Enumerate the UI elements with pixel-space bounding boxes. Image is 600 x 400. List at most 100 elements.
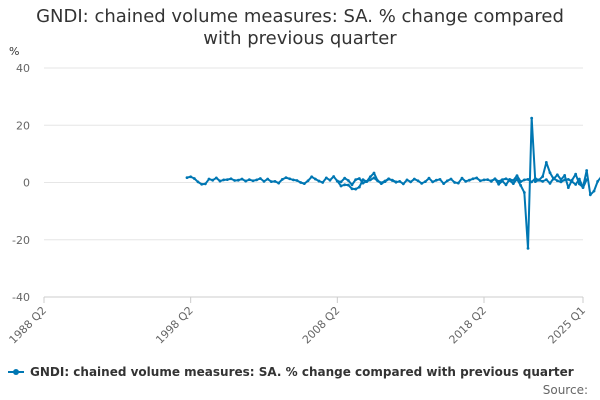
x-tick-label: 2008 Q2 bbox=[300, 304, 343, 347]
data-point bbox=[258, 177, 262, 180]
data-point bbox=[236, 178, 240, 182]
x-tick-label: 1998 Q2 bbox=[153, 304, 196, 347]
data-point bbox=[214, 176, 218, 180]
data-point bbox=[537, 178, 541, 182]
data-point bbox=[409, 180, 413, 184]
y-tick-label: 40 bbox=[16, 62, 30, 75]
data-point bbox=[515, 177, 519, 181]
data-point bbox=[262, 179, 266, 183]
data-point bbox=[497, 182, 501, 186]
data-point bbox=[240, 177, 244, 181]
data-point bbox=[306, 179, 310, 183]
y-axis-unit-label: % bbox=[9, 45, 20, 58]
data-point bbox=[299, 181, 303, 184]
data-point bbox=[574, 172, 578, 176]
data-point bbox=[596, 179, 600, 183]
data-point bbox=[321, 181, 325, 184]
data-point bbox=[493, 177, 497, 181]
data-point bbox=[460, 176, 464, 180]
data-point bbox=[372, 176, 376, 180]
data-point bbox=[376, 179, 380, 183]
x-tick-label: 2018 Q2 bbox=[447, 304, 490, 347]
data-point bbox=[526, 177, 530, 181]
data-point bbox=[269, 180, 273, 184]
data-point bbox=[504, 183, 508, 187]
data-point bbox=[310, 175, 314, 179]
data-point bbox=[548, 181, 552, 185]
data-point bbox=[486, 178, 490, 182]
data-point bbox=[266, 177, 270, 181]
data-point bbox=[526, 246, 530, 250]
data-point bbox=[456, 181, 460, 185]
data-point bbox=[412, 177, 416, 181]
data-point bbox=[504, 177, 508, 181]
data-point bbox=[251, 179, 255, 183]
legend[interactable]: GNDI: chained volume measures: SA. % cha… bbox=[8, 365, 574, 379]
data-point bbox=[423, 180, 427, 184]
data-point bbox=[379, 181, 383, 185]
series-line bbox=[336, 172, 588, 191]
source-label: Source: bbox=[542, 383, 588, 397]
data-point bbox=[244, 179, 248, 183]
data-point bbox=[192, 177, 196, 180]
data-point bbox=[350, 187, 354, 191]
data-point bbox=[581, 185, 585, 189]
data-point bbox=[280, 177, 284, 181]
data-point bbox=[313, 177, 317, 181]
data-point bbox=[222, 178, 226, 182]
chart-title-line-1: GNDI: chained volume measures: SA. % cha… bbox=[36, 6, 564, 27]
data-point bbox=[218, 179, 222, 183]
chart-title-line-2: with previous quarter bbox=[203, 28, 397, 49]
data-point bbox=[541, 179, 545, 183]
data-point bbox=[519, 183, 523, 187]
data-point bbox=[559, 180, 563, 184]
data-point bbox=[508, 179, 512, 182]
data-point bbox=[398, 179, 402, 183]
data-point bbox=[570, 178, 574, 182]
data-point bbox=[291, 178, 295, 182]
data-point bbox=[552, 177, 556, 181]
data-point bbox=[522, 191, 526, 194]
data-point bbox=[482, 178, 486, 182]
data-point bbox=[284, 176, 288, 180]
data-point bbox=[225, 178, 229, 182]
data-point bbox=[544, 178, 548, 182]
data-point bbox=[544, 161, 548, 164]
data-point bbox=[339, 184, 343, 188]
data-point bbox=[324, 176, 328, 180]
data-point bbox=[332, 175, 336, 178]
data-point bbox=[185, 176, 189, 180]
y-tick-label: 0 bbox=[23, 177, 30, 190]
data-point bbox=[427, 176, 431, 180]
data-point bbox=[295, 179, 299, 182]
data-point bbox=[390, 179, 394, 182]
data-point bbox=[357, 185, 361, 189]
data-point bbox=[350, 183, 354, 187]
data-point bbox=[288, 177, 292, 181]
data-point bbox=[592, 189, 596, 193]
data-point bbox=[401, 182, 405, 186]
data-point bbox=[522, 178, 526, 182]
data-point bbox=[387, 177, 391, 181]
legend-dot-swatch bbox=[13, 369, 19, 375]
data-point bbox=[328, 178, 332, 182]
data-point bbox=[588, 193, 592, 197]
data-point bbox=[548, 171, 552, 175]
data-point bbox=[563, 173, 567, 177]
data-point bbox=[368, 175, 372, 179]
data-point bbox=[346, 183, 350, 187]
legend-series-label: GNDI: chained volume measures: SA. % cha… bbox=[30, 365, 574, 379]
data-point bbox=[361, 178, 365, 182]
data-point bbox=[229, 177, 233, 181]
data-point bbox=[464, 179, 468, 183]
data-point bbox=[317, 179, 321, 183]
data-point bbox=[420, 181, 424, 185]
data-point bbox=[405, 178, 409, 182]
data-point bbox=[354, 187, 358, 191]
data-point bbox=[500, 178, 504, 182]
data-point bbox=[233, 179, 237, 182]
data-point bbox=[277, 181, 281, 185]
y-tick-label: -20 bbox=[12, 234, 30, 247]
data-point bbox=[530, 116, 534, 120]
